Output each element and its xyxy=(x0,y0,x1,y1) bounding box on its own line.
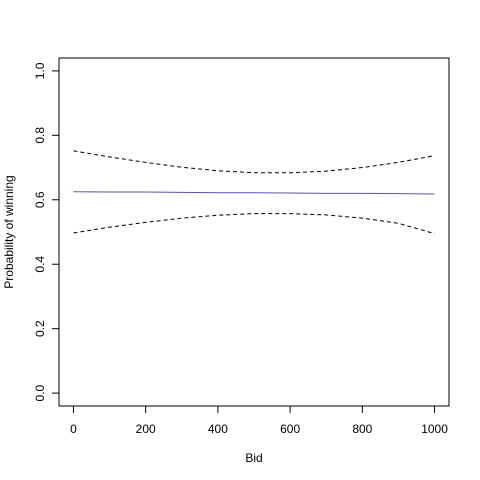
series-line xyxy=(73,213,435,235)
x-tick-label: 200 xyxy=(136,422,156,436)
series-line xyxy=(73,191,435,195)
y-tick-label: 0.2 xyxy=(33,320,47,337)
y-tick-label: 0.6 xyxy=(33,191,47,208)
series-line xyxy=(73,150,435,174)
y-axis-label: Probability of winning xyxy=(2,175,16,288)
y-tick-label: 0.4 xyxy=(33,256,47,273)
y-tick-label: 0.8 xyxy=(33,127,47,144)
x-tick-label: 800 xyxy=(352,422,372,436)
plot-box xyxy=(58,57,450,407)
y-tick-label: 1.0 xyxy=(33,62,47,79)
x-tick-label: 1000 xyxy=(421,422,448,436)
x-tick-label: 0 xyxy=(70,422,77,436)
x-axis-label: Bid xyxy=(245,451,262,465)
y-tick-label: 0.0 xyxy=(33,384,47,401)
x-tick-label: 400 xyxy=(208,422,228,436)
x-tick-label: 600 xyxy=(280,422,300,436)
